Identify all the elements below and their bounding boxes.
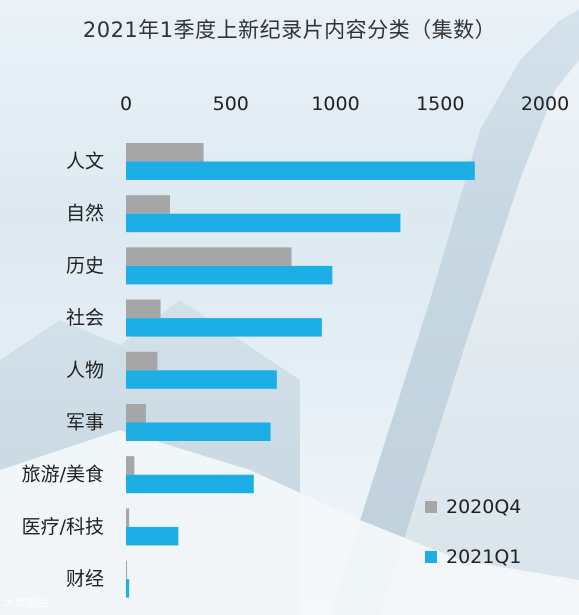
bar-2020Q4-7	[126, 508, 130, 527]
bar-2021Q1-2	[126, 265, 333, 285]
x-tick-label: 1500	[416, 93, 464, 115]
bar-2020Q4-4	[126, 351, 158, 371]
watermark: 大数据组	[4, 596, 48, 609]
x-tick-label: 500	[213, 93, 249, 115]
bar-2021Q1-6	[126, 474, 254, 494]
bar-2021Q1-4	[126, 370, 277, 389]
bar-2020Q4-3	[126, 299, 161, 319]
y-category-label: 财经	[66, 568, 104, 590]
y-category-label: 历史	[66, 255, 104, 277]
bar-2021Q1-8	[126, 579, 130, 598]
x-tick-label: 0	[120, 93, 132, 115]
legend-swatch-2020Q4	[425, 501, 437, 513]
y-category-label: 自然	[66, 203, 104, 225]
bar-2020Q4-0	[126, 143, 204, 162]
chart-title: 2021年1季度上新纪录片内容分类（集数）	[82, 18, 497, 42]
y-category-label: 人物	[66, 359, 104, 381]
bar-2021Q1-0	[126, 161, 475, 180]
x-tick-label: 2000	[521, 93, 569, 115]
bar-2021Q1-3	[126, 318, 322, 337]
bar-2021Q1-5	[126, 422, 271, 441]
y-category-label: 医疗/科技	[22, 516, 104, 538]
legend-swatch-2021Q1	[425, 551, 437, 563]
bar-2020Q4-2	[126, 247, 292, 266]
y-category-label: 社会	[66, 307, 104, 329]
bar-2021Q1-7	[126, 526, 179, 546]
bar-2020Q4-6	[126, 456, 135, 475]
y-category-label: 旅游/美食	[22, 464, 104, 486]
bar-2020Q4-8	[126, 560, 128, 580]
y-category-label: 人文	[66, 151, 104, 173]
bar-2020Q4-5	[126, 404, 146, 423]
y-category-label: 军事	[66, 412, 104, 434]
bar-2021Q1-1	[126, 213, 401, 233]
legend-label-2021Q1: 2021Q1	[446, 546, 521, 568]
legend-label-2020Q4: 2020Q4	[446, 496, 521, 518]
bar-2020Q4-1	[126, 195, 170, 214]
x-tick-label: 1000	[311, 93, 359, 115]
